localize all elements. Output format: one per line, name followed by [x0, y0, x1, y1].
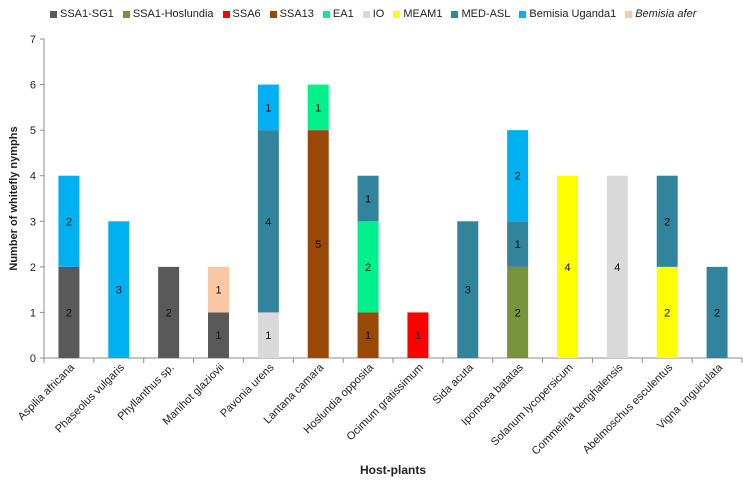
legend-item: SSA1-SG1 [50, 8, 114, 20]
legend-label: SSA1-Hoslundia [132, 8, 214, 21]
bar-segment [507, 221, 529, 267]
bar-segment [357, 312, 379, 358]
legend-label: Bemisia afer [635, 8, 697, 21]
legend-item: Bemisia afer [625, 8, 696, 20]
data-label: 3 [465, 285, 471, 297]
legend-label: EA1 [332, 8, 354, 21]
legend-item: Bemisia Uganda1 [519, 8, 616, 20]
legend-item: EA1 [322, 8, 354, 21]
bar-segment [656, 266, 678, 358]
y-tick-label: 0 [30, 353, 36, 365]
legend-item: MED-ASL [451, 8, 510, 20]
legend-swatch [451, 10, 459, 18]
data-label: 1 [515, 239, 521, 251]
data-label: 1 [215, 285, 221, 297]
bar-segment [307, 130, 329, 358]
data-label: 2 [66, 307, 72, 319]
bar-segment [208, 312, 229, 358]
legend-item: SSA13 [269, 8, 314, 21]
legend-item: SSA6 [222, 8, 261, 21]
bar-segment [557, 175, 578, 358]
legend-swatch [625, 10, 633, 18]
legend-item: SSA1-Hoslundia [122, 8, 214, 21]
legend-label: MEAM1 [403, 8, 443, 21]
data-label: 2 [664, 307, 670, 319]
data-label: 1 [315, 102, 321, 114]
legend-swatch [519, 10, 527, 18]
bar-segment [257, 130, 279, 313]
x-tick-label: Sida acuta [431, 361, 477, 407]
bar-segment [357, 221, 379, 313]
bar-segment [58, 266, 80, 358]
data-label: 4 [265, 216, 271, 228]
legend-label: IO [372, 8, 385, 21]
legend-swatch [50, 10, 57, 18]
legend-swatch [269, 10, 277, 18]
data-label: 5 [315, 239, 321, 251]
data-label: 2 [664, 216, 670, 228]
data-label: 4 [564, 262, 570, 274]
data-label: 2 [365, 262, 371, 274]
data-label: 2 [66, 216, 72, 228]
legend-item: MEAM1 [393, 8, 442, 20]
y-tick-label: 2 [30, 262, 36, 274]
bar-segment [656, 175, 678, 267]
y-axis-title: Number of whitefly nymphs [8, 126, 20, 270]
bar-segment [307, 84, 329, 131]
bar-segment [706, 266, 728, 358]
data-label: 1 [415, 330, 421, 342]
y-tick-label: 7 [30, 34, 36, 46]
bar-segment [158, 266, 180, 358]
bar-segment [457, 221, 479, 358]
data-label: 2 [515, 171, 521, 183]
legend-swatch [322, 10, 330, 18]
legend-swatch [393, 10, 401, 18]
x-tick-label: Solanum lycopersicum [489, 362, 576, 449]
x-tick-label: Abelmoschus esculentus [581, 361, 676, 456]
data-label: 1 [365, 330, 371, 342]
chart-legend: SSA1-SG1 SSA1-Hoslundia SSA6 SSA13 EA1 IO MEAM… [50, 8, 730, 20]
data-label: 3 [116, 285, 122, 297]
bar-segment [407, 312, 429, 358]
data-label: 1 [265, 102, 271, 114]
data-label: 4 [614, 262, 620, 274]
legend-label: MED-ASL [461, 8, 511, 21]
legend-item: IO [362, 8, 385, 21]
data-label: 1 [365, 194, 371, 206]
y-tick-label: 4 [30, 171, 36, 183]
legend-swatch [222, 10, 230, 18]
bar-segment [108, 221, 130, 358]
bar-segment [257, 84, 279, 131]
bar-segment [208, 266, 229, 313]
legend-swatch [362, 10, 370, 18]
bar-segment [507, 130, 529, 222]
legend-swatch [122, 10, 130, 18]
data-label: 1 [215, 330, 221, 342]
data-label: 2 [166, 307, 172, 319]
legend-label: Bemisia Uganda1 [529, 8, 617, 21]
y-tick-label: 1 [30, 307, 36, 319]
x-tick-label: Commelina benghalensis [530, 361, 626, 457]
data-label: 1 [265, 330, 271, 342]
data-label: 2 [515, 307, 521, 319]
bar-segment [606, 175, 628, 358]
data-label: 2 [714, 307, 720, 319]
y-tick-label: 5 [30, 125, 36, 137]
y-tick-label: 3 [30, 216, 36, 228]
x-axis-title: Host-plants [360, 463, 426, 477]
y-tick-label: 6 [30, 80, 36, 92]
legend-label: SSA1-SG1 [60, 8, 114, 21]
bar-segment [357, 175, 379, 222]
bar-segment [58, 175, 80, 267]
bar-segment [257, 312, 279, 358]
bar-segment [507, 266, 529, 358]
legend-label: SSA6 [232, 8, 261, 21]
legend-label: SSA13 [279, 8, 314, 21]
